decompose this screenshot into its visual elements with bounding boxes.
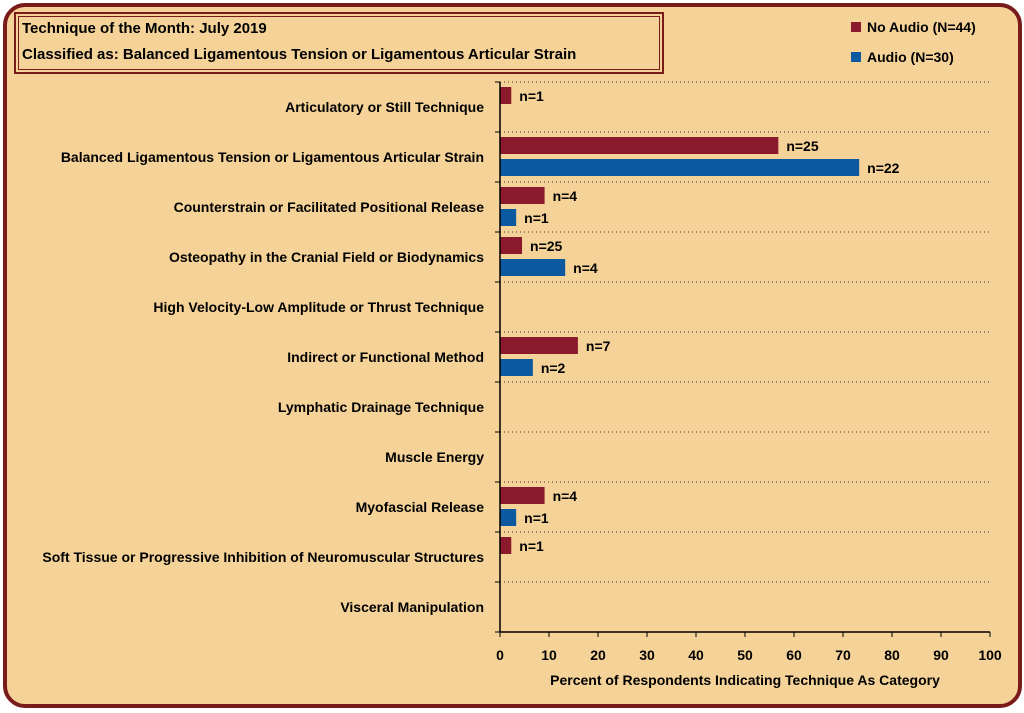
data-label: n=4 <box>553 488 578 504</box>
category-label: High Velocity-Low Amplitude or Thrust Te… <box>153 299 484 315</box>
bar <box>500 509 517 526</box>
bar <box>500 237 523 254</box>
category-label: Counterstrain or Facilitated Positional … <box>174 199 485 215</box>
bar <box>500 259 566 276</box>
data-label: n=25 <box>530 238 563 254</box>
x-tick-label: 20 <box>590 647 606 663</box>
chart-title: Technique of the Month: July 2019 <box>22 20 267 37</box>
chart-frame <box>3 3 1022 708</box>
bar <box>500 359 533 376</box>
bars: n=1n=25n=4n=25n=7n=4n=1n=22n=1n=4n=2n=1 <box>500 87 900 554</box>
bar <box>500 487 545 504</box>
x-tick-label: 30 <box>639 647 655 663</box>
bar <box>500 187 545 204</box>
category-label: Myofascial Release <box>356 499 485 515</box>
bar <box>500 87 512 104</box>
category-label: Muscle Energy <box>385 449 484 465</box>
x-tick-label: 50 <box>737 647 753 663</box>
category-label: Osteopathy in the Cranial Field or Biody… <box>169 249 484 265</box>
category-label: Visceral Manipulation <box>340 599 484 615</box>
category-label: Articulatory or Still Technique <box>285 99 484 115</box>
data-label: n=1 <box>519 88 544 104</box>
x-axis-label: Percent of Respondents Indicating Techni… <box>550 672 940 688</box>
bar <box>500 537 512 554</box>
legend-entry: Audio (N=30) <box>867 49 954 65</box>
data-label: n=4 <box>553 188 578 204</box>
x-tick-label: 90 <box>933 647 949 663</box>
bar <box>500 209 517 226</box>
legend-swatch <box>851 52 861 62</box>
category-label: Soft Tissue or Progressive Inhibition of… <box>42 549 484 565</box>
data-label: n=25 <box>786 138 819 154</box>
category-labels: Articulatory or Still Technique Balanced … <box>42 99 484 615</box>
bar <box>500 137 779 154</box>
category-label: Indirect or Functional Method <box>287 349 484 365</box>
title-box: Technique of the Month: July 2019 Classi… <box>14 12 664 74</box>
legend-swatch <box>851 22 861 32</box>
chart-subtitle: Classified as: Balanced Ligamentous Tens… <box>22 46 577 63</box>
title-box-inner-border <box>18 16 660 70</box>
data-label: n=1 <box>524 210 549 226</box>
bar <box>500 337 578 354</box>
x-tick-label: 10 <box>541 647 557 663</box>
data-label: n=1 <box>524 510 549 526</box>
x-tick-label: 100 <box>978 647 1002 663</box>
bar <box>500 159 860 176</box>
category-label: Lymphatic Drainage Technique <box>278 399 484 415</box>
legend-entry: No Audio (N=44) <box>867 19 976 35</box>
x-tick-label: 60 <box>786 647 802 663</box>
x-axis: 0 10 20 30 40 50 60 70 80 90 100 <box>495 81 1002 663</box>
category-label: Balanced Ligamentous Tension or Ligament… <box>61 149 484 165</box>
legend: No Audio (N=44) Audio (N=30) <box>851 19 976 65</box>
x-tick-label: 40 <box>688 647 704 663</box>
x-tick-label: 70 <box>835 647 851 663</box>
data-label: n=22 <box>867 160 900 176</box>
gridlines <box>500 81 990 583</box>
data-label: n=1 <box>519 538 544 554</box>
x-tick-label: 80 <box>884 647 900 663</box>
data-label: n=7 <box>586 338 611 354</box>
data-label: n=2 <box>541 360 566 376</box>
x-tick-label: 0 <box>496 647 504 663</box>
data-label: n=4 <box>573 260 598 276</box>
